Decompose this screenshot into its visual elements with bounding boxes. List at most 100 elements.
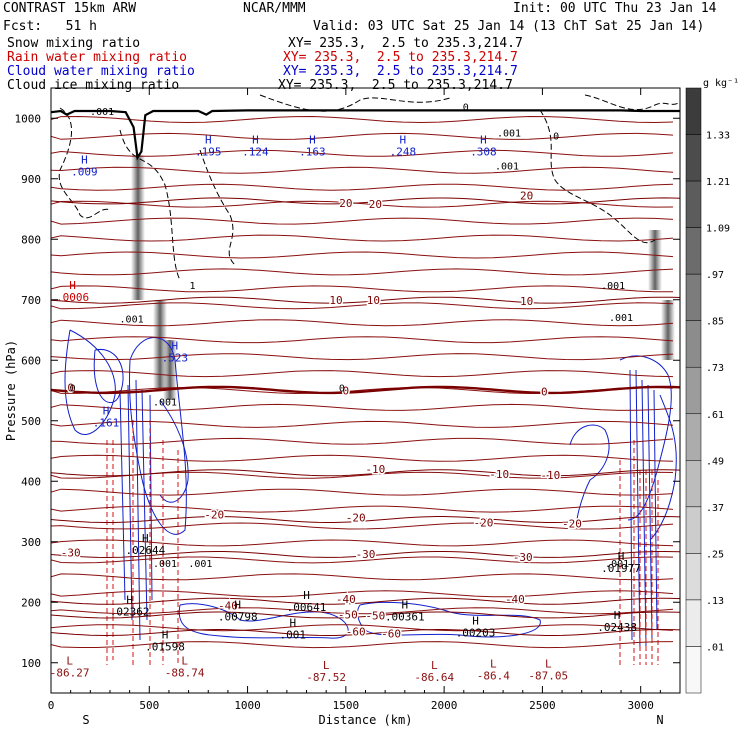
colorbar-swatch (685, 87, 702, 135)
y-tick-label: 100 (21, 657, 41, 670)
isotherm-label: 20 (339, 197, 352, 210)
low-symbol: L (181, 655, 188, 668)
cloud-water-contour (159, 399, 189, 503)
isotherm-line (51, 285, 674, 293)
legend-cloud-water-xy: XY= 235.3, 2.5 to 235.3,214.7 (283, 64, 518, 79)
x-tick-label: 2000 (431, 699, 458, 712)
colorbar-label: .85 (706, 317, 724, 328)
colorbar-swatch (685, 599, 702, 647)
contour-value: .001 (188, 559, 212, 570)
isotherm-label: -20 (474, 516, 494, 529)
y-tick-label: 900 (21, 173, 41, 186)
colorbar-unit: g kg⁻¹ (703, 78, 739, 89)
colorbar-label: .01 (706, 642, 724, 653)
isotherm-label: -30 (513, 551, 533, 564)
isotherm-line (51, 115, 674, 124)
colorbar-label: 1.21 (706, 177, 730, 188)
colorbar-label: .73 (706, 363, 724, 374)
legend-snow-label: Snow mixing ratio (7, 36, 141, 51)
high-symbol: H (252, 134, 259, 147)
isotherm-line (51, 403, 674, 411)
isotherm-label: -50 (365, 610, 385, 623)
colorbar-label: .13 (706, 596, 724, 607)
isotherm--50 (51, 611, 680, 619)
x-tick-label: 1000 (234, 699, 261, 712)
isotherm--60 (51, 629, 680, 637)
y-tick-label: 300 (21, 536, 41, 549)
x-axis-label: Distance (km) (319, 713, 413, 727)
cloud-water-contour (128, 337, 187, 535)
isotherm-line (51, 302, 674, 310)
south-label: S (82, 713, 89, 727)
isotherm--10 (51, 469, 680, 477)
isotherm-label: -40 (336, 593, 356, 606)
isotherm-line (51, 641, 674, 649)
cloud-water-contour (629, 369, 658, 651)
contour-value: .001 (497, 128, 521, 139)
high-symbol: H (69, 279, 76, 292)
isotherm-line (51, 217, 674, 225)
high-symbol: H (303, 589, 310, 602)
low-value: -86.27 (50, 667, 90, 680)
contour-value: .001 (605, 559, 629, 570)
cloud-ice-contour (259, 94, 451, 112)
high-value: .02644 (125, 544, 165, 557)
high-symbol: H (172, 339, 179, 352)
high-value: .523 (162, 351, 189, 364)
isotherm-line (51, 149, 674, 157)
snow-plume (661, 300, 675, 360)
high-symbol: H (81, 154, 88, 167)
high-symbol: H (162, 629, 169, 642)
high-symbol: H (402, 598, 409, 611)
low-value: -86.4 (477, 670, 510, 683)
cloud-ice-contour (584, 94, 680, 111)
colorbar-label: 1.33 (706, 131, 730, 142)
colorbar-swatch (685, 227, 702, 275)
high-symbol: H (103, 405, 110, 418)
high-symbol: H (614, 609, 621, 622)
contour-value: .001 (153, 559, 177, 570)
low-symbol: L (323, 659, 330, 672)
valid-time: Valid: 03 UTC Sat 25 Jan 14 (13 ChT Sat … (313, 19, 705, 34)
contour-value: 0 (339, 384, 345, 395)
isotherm-line (51, 624, 674, 632)
colorbar-swatch (685, 506, 702, 554)
high-value: .009 (71, 166, 98, 179)
isotherm-label: -50 (338, 608, 358, 621)
contour-value: 1 (190, 281, 196, 292)
high-symbol: H (289, 616, 296, 629)
isotherm-line (51, 251, 674, 259)
colorbar-label: .61 (706, 410, 724, 421)
colorbar-label: .49 (706, 456, 724, 467)
isotherm-line (51, 370, 674, 378)
high-value: .124 (242, 146, 269, 159)
contour-value: 0 (553, 131, 559, 142)
isotherm-label: -20 (562, 518, 582, 531)
high-symbol: H (472, 615, 479, 628)
high-value: .161 (93, 417, 120, 430)
colorbar-swatch (685, 273, 702, 321)
high-value: .001 (280, 628, 307, 641)
isotherm-label: -20 (346, 512, 366, 525)
high-value: .01977 (601, 562, 641, 575)
legend-rain-xy: XY= 235.3, 2.5 to 235.3,214.7 (283, 50, 518, 65)
isotherm--30 (51, 551, 680, 559)
model-title: CONTRAST 15km ARW (3, 1, 137, 16)
colorbar: 1.33 1.21 1.09 .97 .85 .73 .61 .49 .37 .25 .13 .01 g… (685, 78, 739, 694)
isotherm-label: -60 (346, 625, 366, 638)
colorbar-swatch (685, 646, 702, 694)
high-value: .00361 (385, 610, 425, 623)
cloud-water-contour (119, 379, 153, 641)
y-tick-label: 800 (21, 233, 41, 246)
x-tick-label: 1500 (333, 699, 360, 712)
isotherm-line (51, 132, 674, 140)
forecast-hour: Fcst: 51 h (3, 19, 97, 34)
x-tick-label: 0 (48, 699, 55, 712)
isotherm-label: -30 (61, 547, 81, 560)
isotherm-line (51, 166, 674, 174)
isotherm-line (51, 573, 674, 581)
temperature-contours (51, 115, 680, 649)
high-symbol: H (205, 134, 212, 147)
isotherm-line (51, 590, 674, 598)
